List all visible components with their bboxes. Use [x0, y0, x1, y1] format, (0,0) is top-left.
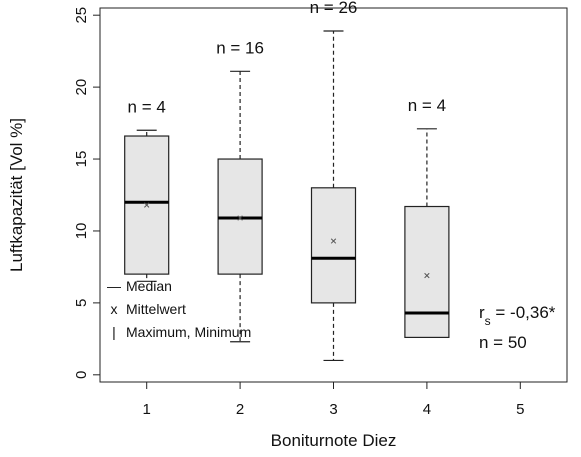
- x-tick-label: 4: [423, 401, 431, 418]
- x-tick-label: 5: [516, 401, 524, 418]
- box-n-label: n = 4: [128, 97, 166, 116]
- legend-label: Median: [126, 278, 172, 294]
- spearman-value: = -0,36*: [491, 303, 556, 322]
- box-group: n = 26: [310, 0, 358, 362]
- total-n-annotation: n = 50: [479, 333, 527, 352]
- y-tick-label: 20: [73, 79, 90, 96]
- mean-marker: [237, 215, 243, 221]
- box-group: n = 4: [404, 96, 450, 339]
- legend-symbol: —: [107, 278, 121, 294]
- box-n-label: n = 4: [408, 96, 446, 115]
- x-tick-label: 1: [143, 401, 151, 418]
- box-n-label: n = 16: [216, 38, 264, 57]
- y-tick-label: 15: [73, 151, 90, 168]
- legend-symbol: |: [112, 324, 116, 340]
- y-tick-label: 25: [73, 7, 90, 24]
- box-group: n = 4: [124, 97, 170, 282]
- y-tick-label: 5: [73, 299, 90, 307]
- x-axis: 1 2 3 4 5: [143, 382, 524, 418]
- y-tick-label: 10: [73, 223, 90, 240]
- x-axis-label: Boniturnote Diez: [271, 431, 397, 450]
- spearman-symbol: r: [479, 303, 485, 322]
- box-n-label: n = 26: [310, 0, 358, 17]
- spearman-annotation: rs = -0,36*: [479, 303, 556, 328]
- mean-marker: [330, 238, 337, 244]
- legend-symbol: x: [111, 301, 118, 317]
- box-iqr: [310, 187, 357, 304]
- x-tick-label: 2: [236, 401, 244, 418]
- mean-marker: [144, 202, 150, 208]
- y-axis: 0 5 10 15 20 25: [73, 7, 100, 379]
- spearman-subscript: s: [485, 314, 491, 328]
- legend-label: Mittelwert: [126, 301, 186, 317]
- mean-marker: [424, 272, 430, 279]
- box-iqr: [404, 205, 450, 339]
- x-tick-label: 3: [329, 401, 337, 418]
- box-group: n = 16: [216, 38, 264, 343]
- legend-label: Maximum, Minimum: [126, 324, 251, 340]
- y-axis-label: Luftkapazität [Vol %]: [7, 118, 26, 272]
- y-tick-label: 0: [73, 371, 90, 379]
- box-series: n = 4 n = 16 n = 26 n = 4: [124, 0, 450, 362]
